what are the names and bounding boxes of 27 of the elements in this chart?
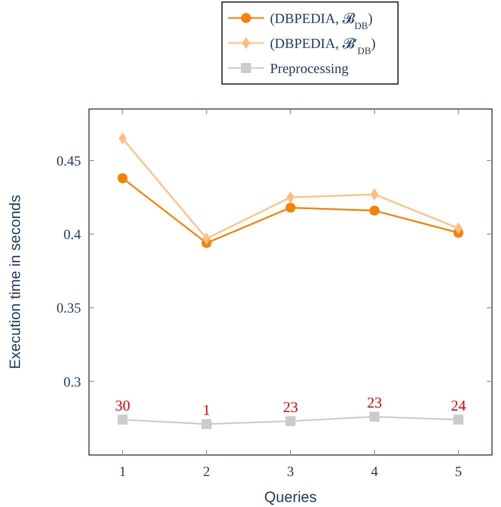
point [369, 412, 380, 422]
point [286, 416, 296, 426]
y-tick-label: 0.45 [56, 154, 81, 170]
annotation: 23 [366, 396, 382, 412]
y-axis-title: Execution time in seconds [7, 194, 24, 370]
annotation: 1 [202, 403, 210, 420]
point [118, 414, 128, 425]
point [286, 202, 296, 213]
legend-label: (DBPEDIA, 𝓑′$_{DB}$) [270, 36, 376, 56]
y-tick-label: 0.3 [64, 375, 81, 390]
x-tick-label: 4 [370, 465, 378, 480]
point [453, 414, 464, 425]
annotation: 24 [450, 398, 466, 415]
x-tick-label: 5 [454, 465, 462, 480]
annotation: 30 [115, 398, 130, 415]
point [202, 419, 212, 430]
y-tick-label: 0.35 [56, 302, 81, 317]
x-tick-label: 2 [203, 465, 210, 480]
x-tick-label: 3 [287, 465, 294, 480]
legend-label: (DBPEDIA, 𝓑$_{DB}$) [270, 12, 373, 32]
annotation: 23 [283, 400, 298, 416]
legend-label: Preprocessing [270, 62, 349, 77]
point [369, 206, 380, 216]
y-tick-label: 0.4 [64, 228, 81, 244]
point [118, 173, 128, 184]
x-axis-title: Queries [264, 489, 317, 506]
x-tick-label: 1 [119, 465, 126, 480]
